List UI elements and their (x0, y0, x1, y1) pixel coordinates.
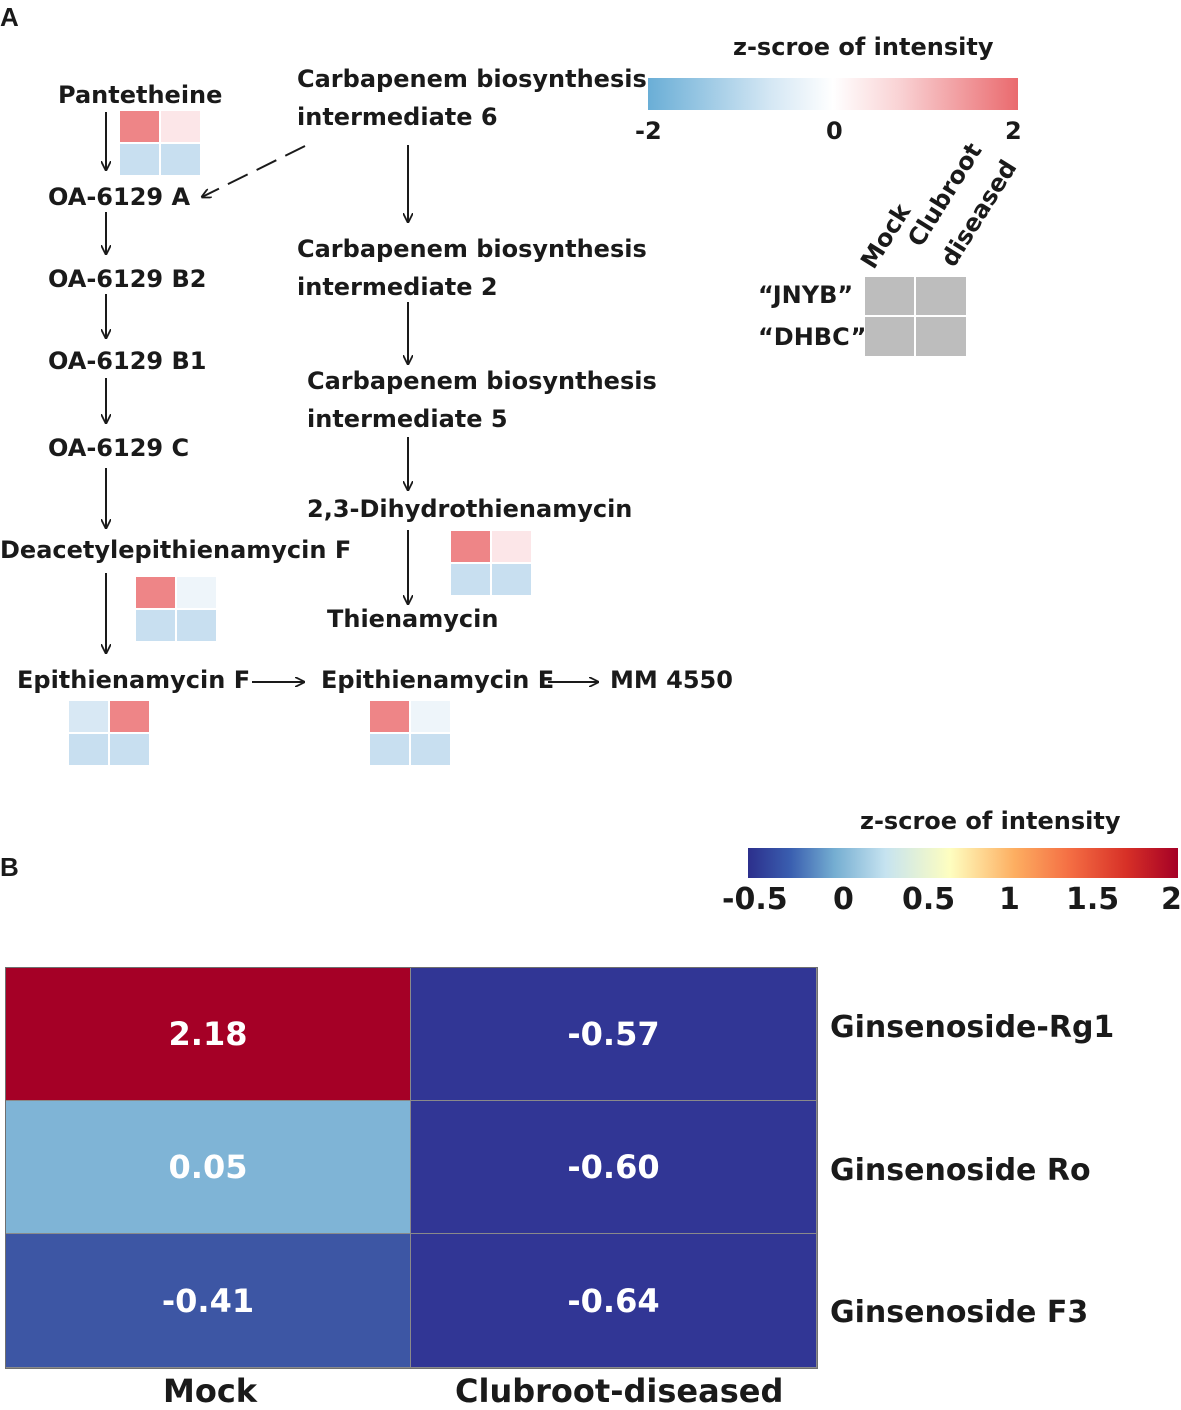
legend-a-colorbar (648, 78, 1018, 110)
legend-a-tick-mid: 0 (826, 117, 843, 145)
mini-heatmap-cell (451, 531, 490, 562)
mini-heatmap-epithienamycin-f (69, 701, 149, 765)
heatmap-cell: 2.18 (6, 968, 411, 1101)
panel-a-label: A (0, 2, 19, 32)
key-row-label-jnyb: “JNYB” (758, 281, 854, 309)
node-epithienamycin-f: Epithienamycin F (17, 666, 251, 694)
node-carbapenem-intermediate-5-line2: intermediate 5 (307, 405, 508, 433)
mini-heatmap-cell (492, 531, 531, 562)
legend-b-title: z-scroe of intensity (860, 807, 1121, 835)
mini-heatmap-dihydrothienamycin (451, 531, 531, 595)
heatmap-cell: -0.57 (411, 968, 817, 1101)
node-carbapenem-intermediate-5: Carbapenem biosynthesis intermediate 5 (307, 362, 657, 438)
mini-heatmap-cell (120, 111, 159, 142)
mini-heatmap-cell (411, 734, 450, 765)
heatmap-row-label-rg1: Ginsenoside-Rg1 (830, 1010, 1115, 1045)
mini-heatmap-cell (120, 144, 159, 175)
legend-b-tick: -0.5 (722, 882, 788, 917)
legend-b-tick: 1.5 (1066, 882, 1120, 917)
node-mm-4550: MM 4550 (610, 666, 733, 694)
legend-b-tick: 1 (999, 882, 1020, 917)
legend-b-tick: 0.5 (902, 882, 956, 917)
node-dihydrothienamycin: 2,3-Dihydrothienamycin (307, 495, 633, 523)
node-carbapenem-intermediate-5-line1: Carbapenem biosynthesis (307, 367, 657, 395)
ginsenoside-heatmap: 2.18 -0.57 0.05 -0.60 -0.41 -0.64 (5, 967, 818, 1369)
key-grid (865, 277, 966, 356)
node-carbapenem-intermediate-6: Carbapenem biosynthesis intermediate 6 (297, 60, 647, 136)
node-oa-6129-b1: OA-6129 B1 (48, 347, 207, 375)
node-carbapenem-intermediate-6-line2: intermediate 6 (297, 103, 498, 131)
key-cell (916, 317, 966, 356)
legend-b-tick: 0 (833, 882, 854, 917)
node-oa-6129-c: OA-6129 C (48, 434, 190, 462)
heatmap-cell: -0.64 (411, 1234, 817, 1368)
mini-heatmap-cell (370, 701, 409, 732)
mini-heatmap-cell (110, 701, 149, 732)
node-carbapenem-intermediate-2-line2: intermediate 2 (297, 273, 498, 301)
mini-heatmap-cell (161, 144, 200, 175)
heatmap-row-label-ro: Ginsenoside Ro (830, 1153, 1091, 1188)
mini-heatmap-cell (69, 734, 108, 765)
heatmap-row-label-f3: Ginsenoside F3 (830, 1295, 1089, 1330)
heatmap-cell: 0.05 (6, 1101, 411, 1234)
panel-b-label: B (0, 852, 19, 882)
node-carbapenem-intermediate-2: Carbapenem biosynthesis intermediate 2 (297, 230, 647, 306)
mini-heatmap-epithienamycin-e (370, 701, 450, 765)
mini-heatmap-deacetylepithienamycin-f (136, 577, 216, 641)
legend-a-title: z-scroe of intensity (733, 33, 994, 61)
node-thienamycin: Thienamycin (327, 605, 499, 633)
mini-heatmap-cell (370, 734, 409, 765)
key-row-label-dhbc: “DHBC” (758, 323, 867, 351)
node-epithienamycin-e: Epithienamycin E (321, 666, 555, 694)
legend-b-colorbar (748, 848, 1178, 878)
legend-a-tick-max: 2 (1005, 117, 1022, 145)
mini-heatmap-cell (451, 564, 490, 595)
mini-heatmap-pantetheine (120, 111, 200, 175)
mini-heatmap-cell (69, 701, 108, 732)
mini-heatmap-cell (411, 701, 450, 732)
heatmap-col-label-mock: Mock (163, 1372, 258, 1410)
node-carbapenem-intermediate-6-line1: Carbapenem biosynthesis (297, 65, 647, 93)
node-oa-6129-a: OA-6129 A (48, 183, 191, 211)
heatmap-col-label-clubroot-diseased: Clubroot-diseased (455, 1372, 784, 1410)
heatmap-cell: -0.60 (411, 1101, 817, 1234)
node-pantetheine: Pantetheine (58, 81, 223, 109)
mini-heatmap-cell (177, 610, 216, 641)
mini-heatmap-cell (110, 734, 149, 765)
mini-heatmap-cell (177, 577, 216, 608)
mini-heatmap-cell (492, 564, 531, 595)
legend-a-tick-min: -2 (635, 117, 662, 145)
legend-b-tick: 2 (1161, 882, 1181, 917)
arrow-carb6-oa-a-dashed (202, 145, 306, 197)
key-cell (865, 317, 914, 356)
node-carbapenem-intermediate-2-line1: Carbapenem biosynthesis (297, 235, 647, 263)
key-cell (865, 277, 914, 315)
mini-heatmap-cell (161, 111, 200, 142)
mini-heatmap-cell (136, 610, 175, 641)
node-oa-6129-b2: OA-6129 B2 (48, 265, 207, 293)
key-cell (916, 277, 966, 315)
mini-heatmap-cell (136, 577, 175, 608)
pathway-arrows (0, 112, 1181, 800)
heatmap-cell: -0.41 (6, 1234, 411, 1368)
node-deacetylepithienamycin-f: Deacetylepithienamycin F (0, 536, 352, 564)
